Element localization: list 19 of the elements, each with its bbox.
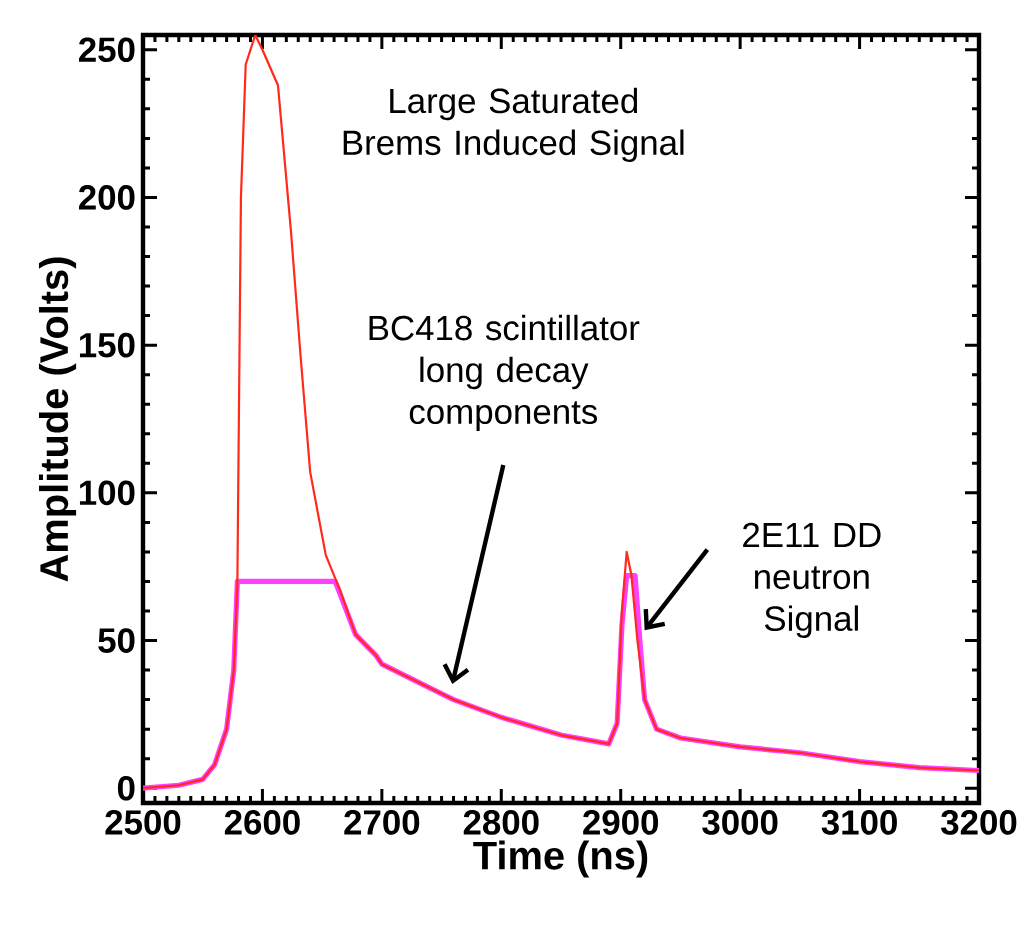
y-tick-label: 200 bbox=[79, 185, 135, 210]
annotation: 2E11 DD neutron Signal bbox=[743, 522, 881, 638]
x-tick-label: 2900 bbox=[583, 810, 659, 835]
x-tick-label: 2500 bbox=[105, 810, 181, 835]
y-tick-label: 0 bbox=[117, 775, 135, 801]
y-tick-label: 250 bbox=[79, 37, 135, 63]
x-tick-label: 2600 bbox=[224, 810, 300, 835]
x-tick-label: 2800 bbox=[463, 810, 539, 835]
y-tick-label: 150 bbox=[79, 332, 135, 358]
x-tick-label: 3200 bbox=[941, 810, 1017, 835]
y-tick-label: 100 bbox=[79, 480, 135, 506]
x-tick-label: 3100 bbox=[821, 810, 897, 835]
annotation: BC418 scintillator long decay components bbox=[369, 314, 640, 432]
y-tick-label: 50 bbox=[98, 628, 135, 653]
annotation: Large Saturated Brems Induced Signal bbox=[343, 87, 684, 163]
x-tick-label: 3000 bbox=[702, 810, 778, 835]
y-axis-title: Amplitude (Volts) bbox=[38, 257, 77, 582]
x-tick-label: 2700 bbox=[344, 810, 420, 835]
x-axis-title: Time (ns) bbox=[473, 840, 648, 878]
